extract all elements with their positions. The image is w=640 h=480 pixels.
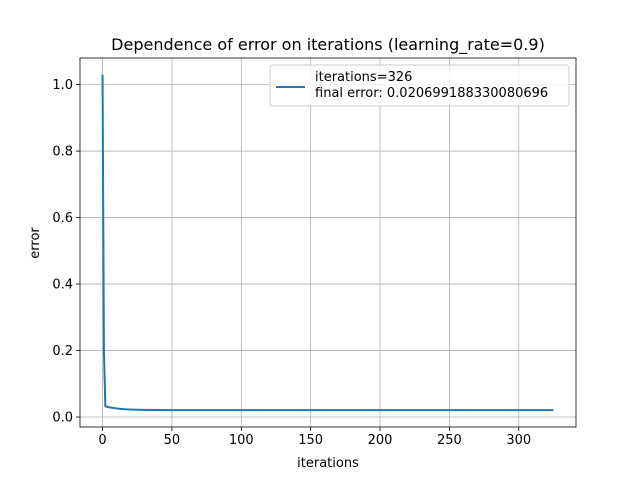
x-tick-label: 200 — [368, 433, 393, 448]
x-tick-label: 50 — [164, 433, 181, 448]
legend-entry-final-error: final error: 0.020699188330080696 — [315, 86, 548, 101]
x-axis-label: iterations — [297, 456, 359, 471]
plot-area: 0 50 100 150 200 250 300 0.0 0.2 0.4 0.6 0.8 1.0 — [52, 57, 577, 448]
legend-entry-iterations: iterations=326 — [315, 70, 412, 85]
y-tick-label: 0.2 — [52, 344, 73, 359]
error-series-line — [101, 74, 554, 412]
y-tick-label: 0.6 — [52, 211, 73, 226]
y-tick-label: 1.0 — [52, 78, 73, 93]
x-tick-label: 250 — [437, 433, 462, 448]
axes-frame — [79, 57, 577, 428]
x-tick-label: 150 — [298, 433, 323, 448]
grid — [80, 58, 576, 427]
x-axis-ticks: 0 50 100 150 200 250 300 — [98, 427, 531, 448]
legend-box — [269, 64, 570, 107]
y-axis-label: error — [28, 227, 43, 259]
x-tick-label: 100 — [229, 433, 254, 448]
y-tick-label: 0.0 — [52, 411, 73, 426]
x-tick-label: 300 — [506, 433, 531, 448]
x-tick-label: 0 — [98, 433, 106, 448]
y-tick-label: 0.4 — [52, 278, 73, 293]
chart-title: Dependence of error on iterations (learn… — [111, 35, 545, 55]
y-tick-label: 0.8 — [52, 145, 73, 160]
legend: iterations=326 final error: 0.0206991883… — [269, 64, 570, 107]
y-axis-ticks: 0.0 0.2 0.4 0.6 0.8 1.0 — [52, 78, 80, 426]
series-layer — [101, 74, 554, 412]
